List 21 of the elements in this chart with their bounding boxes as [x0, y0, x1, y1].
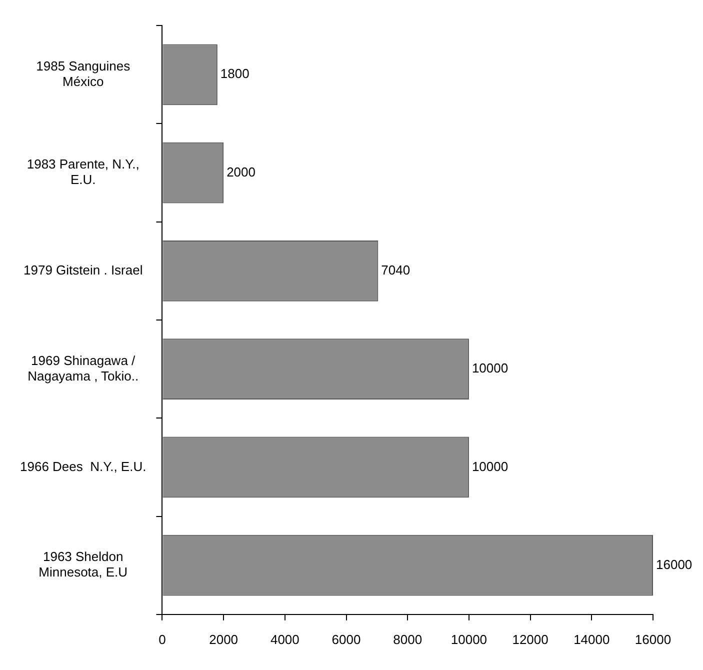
data-label: 1800	[220, 66, 250, 82]
data-label: 10000	[472, 458, 508, 474]
data-label: 10000	[472, 360, 508, 376]
x-tick-label: 6000	[332, 632, 361, 647]
x-tick-label: 10000	[450, 632, 488, 647]
x-tick-label: 4000	[270, 632, 300, 647]
y-tick-label: 1969 Shinagawa / Nagayama , Tokio..	[28, 352, 139, 384]
x-tick-label: 14000	[574, 632, 610, 647]
x-tick-label: 2000	[209, 632, 238, 647]
y-tick-label: 1985 Sanguines México	[36, 58, 131, 90]
y-tick-label: 1979 Gitstein . Israel	[23, 262, 143, 278]
data-label: 16000	[656, 556, 692, 572]
data-label: 7040	[381, 262, 410, 278]
y-tick-label: 1966 Dees N.Y., E.U.	[20, 458, 146, 474]
x-tick-label: 12000	[512, 632, 548, 647]
y-tick-label: 1963 Sheldon Minnesota, E.U	[38, 549, 128, 580]
x-tick-label: 16000	[634, 632, 672, 647]
y-tick-label: 1983 Parente, N.Y., E.U.	[26, 156, 140, 188]
x-tick-label: 8000	[393, 632, 422, 647]
x-tick-label: 0	[158, 632, 166, 647]
data-label: 2000	[226, 164, 256, 180]
